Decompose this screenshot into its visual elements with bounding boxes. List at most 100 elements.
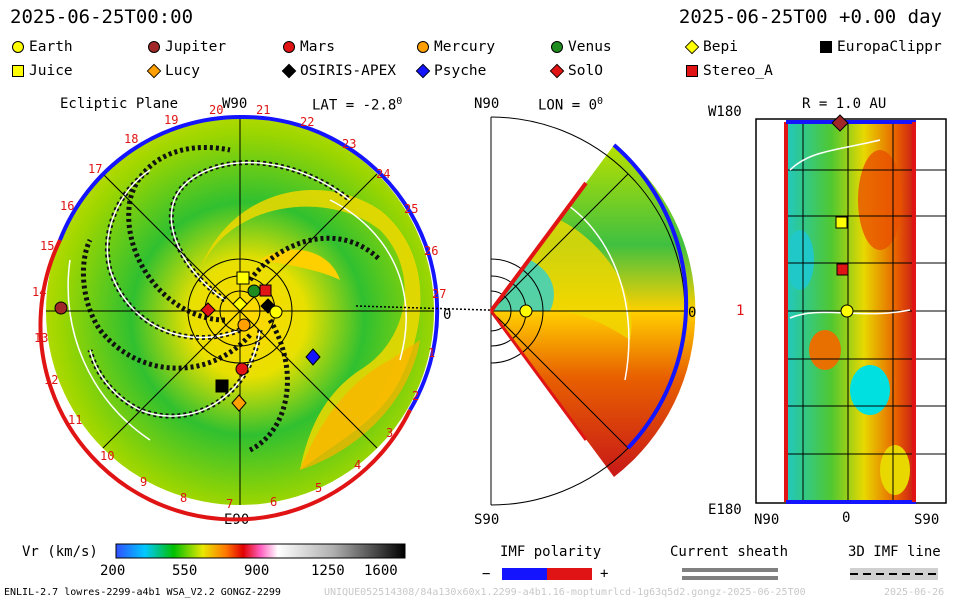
radial-x-left: N90 (754, 512, 780, 528)
svg-text:21: 21 (256, 103, 270, 117)
ecliptic-title: Ecliptic Plane (60, 96, 179, 112)
venus-marker-icon (551, 41, 563, 53)
imf-positive-swatch (547, 568, 592, 580)
venus-marker (247, 284, 261, 298)
svg-text:7: 7 (226, 497, 233, 511)
ecliptic-top-label: W90 (222, 96, 248, 112)
mars-marker (235, 362, 249, 376)
sector-numbers: 20 21 22 23 24 25 26 27 1 2 3 4 5 6 7 8 … (32, 103, 446, 511)
stereo-a-marker (259, 284, 272, 297)
legend-mercury: Mercury (417, 39, 495, 55)
forecast-offset: 2025-06-25T00 +0.00 day (678, 6, 942, 28)
svg-text:19: 19 (164, 113, 178, 127)
svg-text:25: 25 (404, 202, 418, 216)
colorbar-tick-900: 900 (244, 563, 270, 579)
ecliptic-lat-label: LAT = -2.80 (312, 96, 403, 114)
svg-text:24: 24 (376, 167, 390, 181)
colorbar-tick-1250: 1250 (311, 563, 345, 579)
radial-x-mid: 0 (842, 510, 851, 526)
colorbar-tick-200: 200 (100, 563, 126, 579)
legend-mars: Mars (283, 39, 335, 55)
timestamp: 2025-06-25T00:00 (10, 6, 194, 28)
radial-map (755, 114, 947, 504)
meridional-plane-map: 0 (489, 116, 696, 506)
legend-bepi: Bepi (684, 39, 738, 55)
earth-marker-radial (840, 304, 854, 318)
svg-text:0: 0 (688, 305, 696, 321)
svg-text:1: 1 (428, 346, 435, 360)
legend-osiris-apex: OSIRIS-APEX (281, 63, 396, 79)
current-sheath-label: Current sheath (670, 544, 789, 560)
svg-text:6: 6 (270, 495, 277, 509)
radial-bottom-left-label: E180 (708, 502, 742, 518)
mercury-marker (237, 318, 251, 332)
stereo-a-marker-icon (686, 65, 698, 77)
radial-top-left-label: W180 (708, 104, 742, 120)
jupiter-marker-icon (148, 41, 160, 53)
earth-marker (269, 305, 283, 319)
svg-text:0: 0 (443, 307, 451, 323)
mars-marker-icon (283, 41, 295, 53)
colorbar-tick-550: 550 (172, 563, 198, 579)
meridional-bottom-label: S90 (474, 512, 500, 528)
svg-text:18: 18 (124, 132, 138, 146)
svg-text:17: 17 (88, 162, 102, 176)
radial-mid-left-label: 1 (736, 303, 745, 319)
svg-text:27: 27 (432, 287, 446, 301)
legend-earth: Earth (12, 39, 73, 55)
colorbar-label: Vr (km/s) (22, 544, 98, 560)
svg-text:20: 20 (209, 103, 223, 117)
legend-venus: Venus (551, 39, 612, 55)
legend-stereo-a: Stereo_A (686, 63, 773, 79)
velocity-colorbar (115, 543, 406, 559)
legend-juice: Juice (12, 63, 73, 79)
run-id: UNIQUE052514308/84a130x60x1.2299-a4b1.16… (324, 587, 806, 598)
legend-psyche: Psyche (415, 63, 486, 79)
psyche-marker (305, 348, 321, 366)
svg-text:4: 4 (354, 458, 361, 472)
imf-3d-line-swatch (850, 568, 938, 580)
jupiter-marker (54, 301, 68, 315)
svg-text:15: 15 (40, 239, 54, 253)
legend-europaclipper: EuropaClippr (820, 39, 942, 55)
colorbar-tick-1600: 1600 (364, 563, 398, 579)
svg-text:26: 26 (424, 244, 438, 258)
bepi-marker (232, 296, 248, 312)
svg-text:8: 8 (180, 491, 187, 505)
run-date: 2025-06-26 (884, 587, 945, 598)
svg-text:22: 22 (300, 115, 314, 129)
imf-3d-line-label: 3D IMF line (848, 544, 941, 560)
juice-marker-radial (835, 216, 848, 229)
imf-negative-swatch (502, 568, 547, 580)
earth-marker-meridional (519, 304, 533, 318)
legend-jupiter: Jupiter (148, 39, 226, 55)
svg-text:14: 14 (32, 285, 46, 299)
solo-marker (200, 302, 216, 318)
jupiter-marker-radial (831, 114, 849, 132)
radial-title: R = 1.0 AU (802, 96, 887, 112)
mercury-marker-icon (417, 41, 429, 53)
lucy-marker (231, 394, 247, 412)
juice-marker (236, 271, 250, 285)
ecliptic-bodies (54, 271, 321, 412)
juice-marker-icon (12, 65, 24, 77)
svg-text:23: 23 (342, 137, 356, 151)
svg-text:12: 12 (44, 373, 58, 387)
stereo-a-marker-radial (836, 263, 849, 276)
europaclipper-marker (215, 379, 229, 393)
legend-lucy: Lucy (146, 63, 200, 79)
meridional-top-label: N90 (474, 96, 500, 112)
svg-text:2: 2 (412, 389, 419, 403)
svg-text:13: 13 (34, 331, 48, 345)
svg-text:5: 5 (315, 481, 322, 495)
current-sheath-swatch (682, 568, 778, 580)
earth-marker-icon (12, 41, 24, 53)
legend-solo: SolO (549, 63, 603, 79)
svg-text:11: 11 (68, 413, 82, 427)
imf-plus-label: + (600, 566, 609, 582)
model-info: ENLIL-2.7 lowres-2299-a4b1 WSA_V2.2 GONG… (4, 587, 281, 598)
europaclipper-marker-icon (820, 41, 832, 53)
meridional-lon-label: LON = 00 (538, 96, 604, 114)
imf-polarity-label: IMF polarity (500, 544, 602, 560)
